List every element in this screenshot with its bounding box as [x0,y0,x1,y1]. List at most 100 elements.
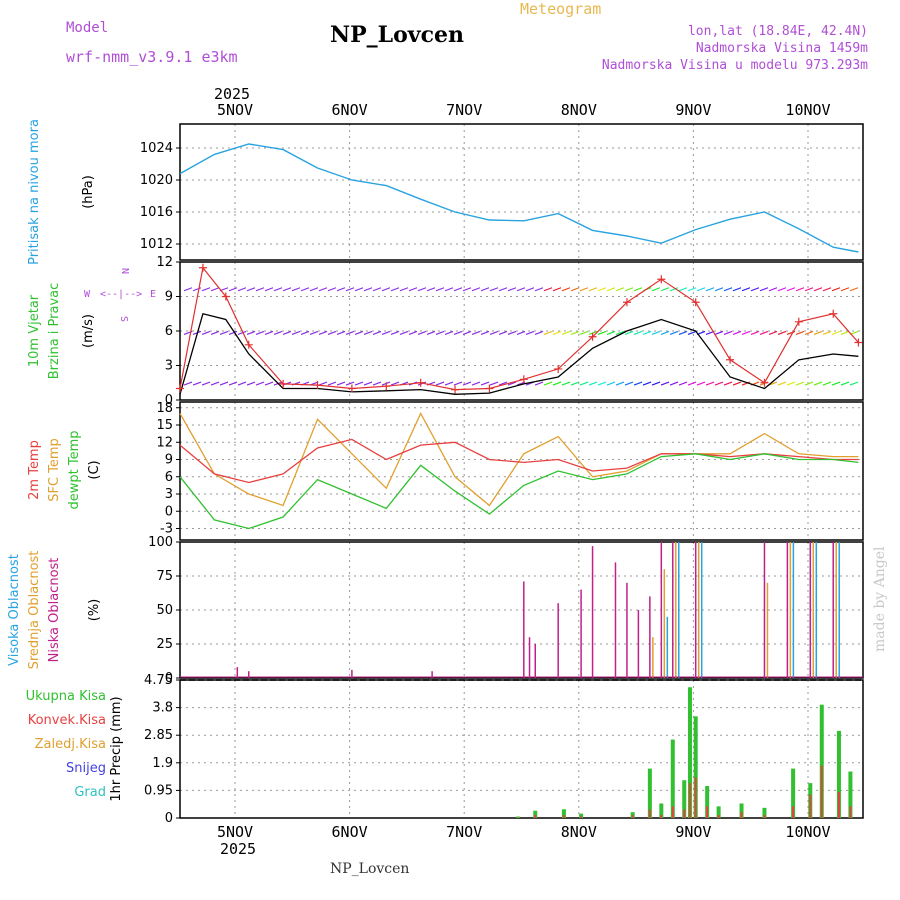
wind-gust-marker [554,364,563,373]
wind-arrow [624,330,634,336]
wind-gust-marker [760,378,769,387]
wind-arrow [723,287,733,292]
precip-conv-bar [706,806,709,818]
wind-arrow [687,287,697,292]
precip-conv-bar [517,817,520,818]
precip-conv-bar [562,815,565,818]
wind-arrow [489,330,499,336]
wind-arrow [498,287,508,292]
cloud-low-title: Niska Oblacnost [47,558,62,663]
wind-arrow [273,287,283,292]
wind-arrow [426,330,436,336]
temperature-frame [179,401,864,541]
wind-arrow [336,381,346,386]
precip-conv-bar [683,809,686,818]
compass-north: N [119,268,130,274]
wind-arrow [552,287,562,292]
precip-total-bar [682,780,687,818]
wind-arrow [318,330,328,336]
top-day-label: 6NOV [332,101,368,119]
wind-arrow [777,381,787,386]
wind-arrow [210,330,220,336]
model-altitude-label: Nadmorska Visina u modelu 973.293m [601,58,868,73]
pressure-panel: 1024 1020 1016 1012 [140,123,864,261]
wind-arrow [534,330,544,336]
y-tick-label: 9 [165,290,173,305]
wind-arrow [291,330,301,336]
wind-arrow [597,330,607,336]
wind-arrow [669,287,679,292]
compass-south: S [118,316,129,322]
wind-arrow [588,287,598,292]
y-tick-label: 1.9 [152,756,173,771]
top-day-label: 9NOV [675,101,711,119]
precip-frame [179,679,864,819]
wind-arrow [201,287,211,292]
pressure-frame [179,123,864,261]
wind-arrow [705,330,715,336]
wind-arrow [327,287,337,292]
wind-arrow [705,287,715,292]
wind-arrow [678,381,688,386]
wind-arrow [453,287,463,292]
precip-total-bar [836,730,841,818]
y-tick-label: 75 [156,569,173,584]
wind-arrow [669,330,679,336]
wind-arrow [462,287,472,292]
wind-arrow [786,381,796,386]
wind-arrow [264,330,274,336]
precip-total-bar [561,809,566,818]
wind-arrow [804,330,814,336]
wind-gust-marker [485,384,494,393]
bottom-day-label: 10NOV [785,823,830,841]
wind-arrow [732,381,742,386]
wind-arrow [660,330,670,336]
wind-arrow [264,381,274,386]
wind-arrow [354,330,364,336]
precip-total-bar [739,803,744,818]
wind-gust-marker [313,381,322,390]
dewpt-title: dewpt Temp [67,430,82,509]
cloud-mid-title: Srednja Oblacnost [27,551,42,670]
wind-arrow [525,330,535,336]
wind-arrow [192,287,202,292]
temp2m-title: 2m Temp [27,440,42,500]
top-year-label: 2025 [214,85,250,103]
precip-panel: 4.75 3.8 2.85 1.9 0.95 0 [144,673,864,826]
bottom-day-label: 7NOV [446,823,482,841]
precip-total-bar [762,807,767,818]
precip-conv-bar [580,816,583,818]
wind-arrow [543,330,553,336]
wind-arrow [372,287,382,292]
compass-east: E [150,289,156,300]
wind-speed-line [179,313,859,395]
precip-conv-bar [792,806,795,818]
wind-arrow-band [183,381,859,386]
precip-conv-bar [837,791,840,818]
wind-arrow [723,330,733,336]
wind-gust-marker [794,317,803,326]
wind-arrow [435,330,445,336]
top-day-label: 5NOV [217,101,253,119]
wind-arrow [534,381,544,386]
wind-arrow [552,381,562,386]
y-tick-label: 0 [165,504,173,519]
y-tick-label: 0.95 [144,783,173,798]
wind-arrow [444,330,454,336]
wind-arrow [462,330,472,336]
bottom-day-label: 8NOV [561,823,597,841]
wind-gust-marker [622,298,631,307]
wind-arrow [804,287,814,292]
top-day-label: 8NOV [561,101,597,119]
wind-arrow [741,287,751,292]
wind-arrow [831,330,841,336]
cloud-ylabel: (%) [87,599,102,622]
wind-arrow [579,381,589,386]
wind-arrow [633,287,643,292]
y-tick-label: 100 [148,535,173,550]
wind-arrow [444,381,454,386]
wind-arrow [327,330,337,336]
wind-arrow-band [183,287,859,292]
wind-arrow [228,381,238,386]
wind-arrow [399,287,409,292]
